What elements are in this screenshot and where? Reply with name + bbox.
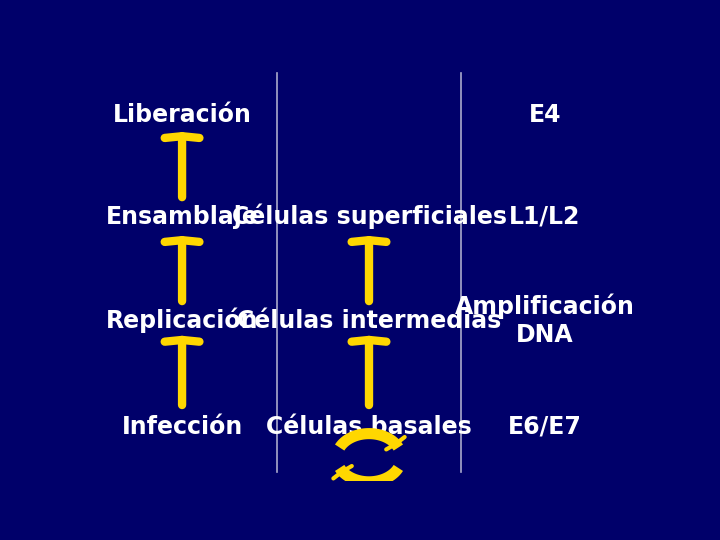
Text: Células intermedias: Células intermedias: [237, 308, 501, 333]
Text: Células basales: Células basales: [266, 415, 472, 438]
Text: Ensamblaje: Ensamblaje: [106, 205, 258, 228]
Text: E6/E7: E6/E7: [508, 415, 582, 438]
Text: Infección: Infección: [122, 415, 243, 438]
Text: Replicación: Replicación: [106, 308, 258, 333]
Text: Amplificación
DNA: Amplificación DNA: [455, 294, 635, 347]
Text: Células superficiales: Células superficiales: [232, 204, 506, 230]
Text: E4: E4: [528, 103, 561, 127]
Text: Liberación: Liberación: [112, 103, 251, 127]
Text: L1/L2: L1/L2: [509, 205, 580, 228]
